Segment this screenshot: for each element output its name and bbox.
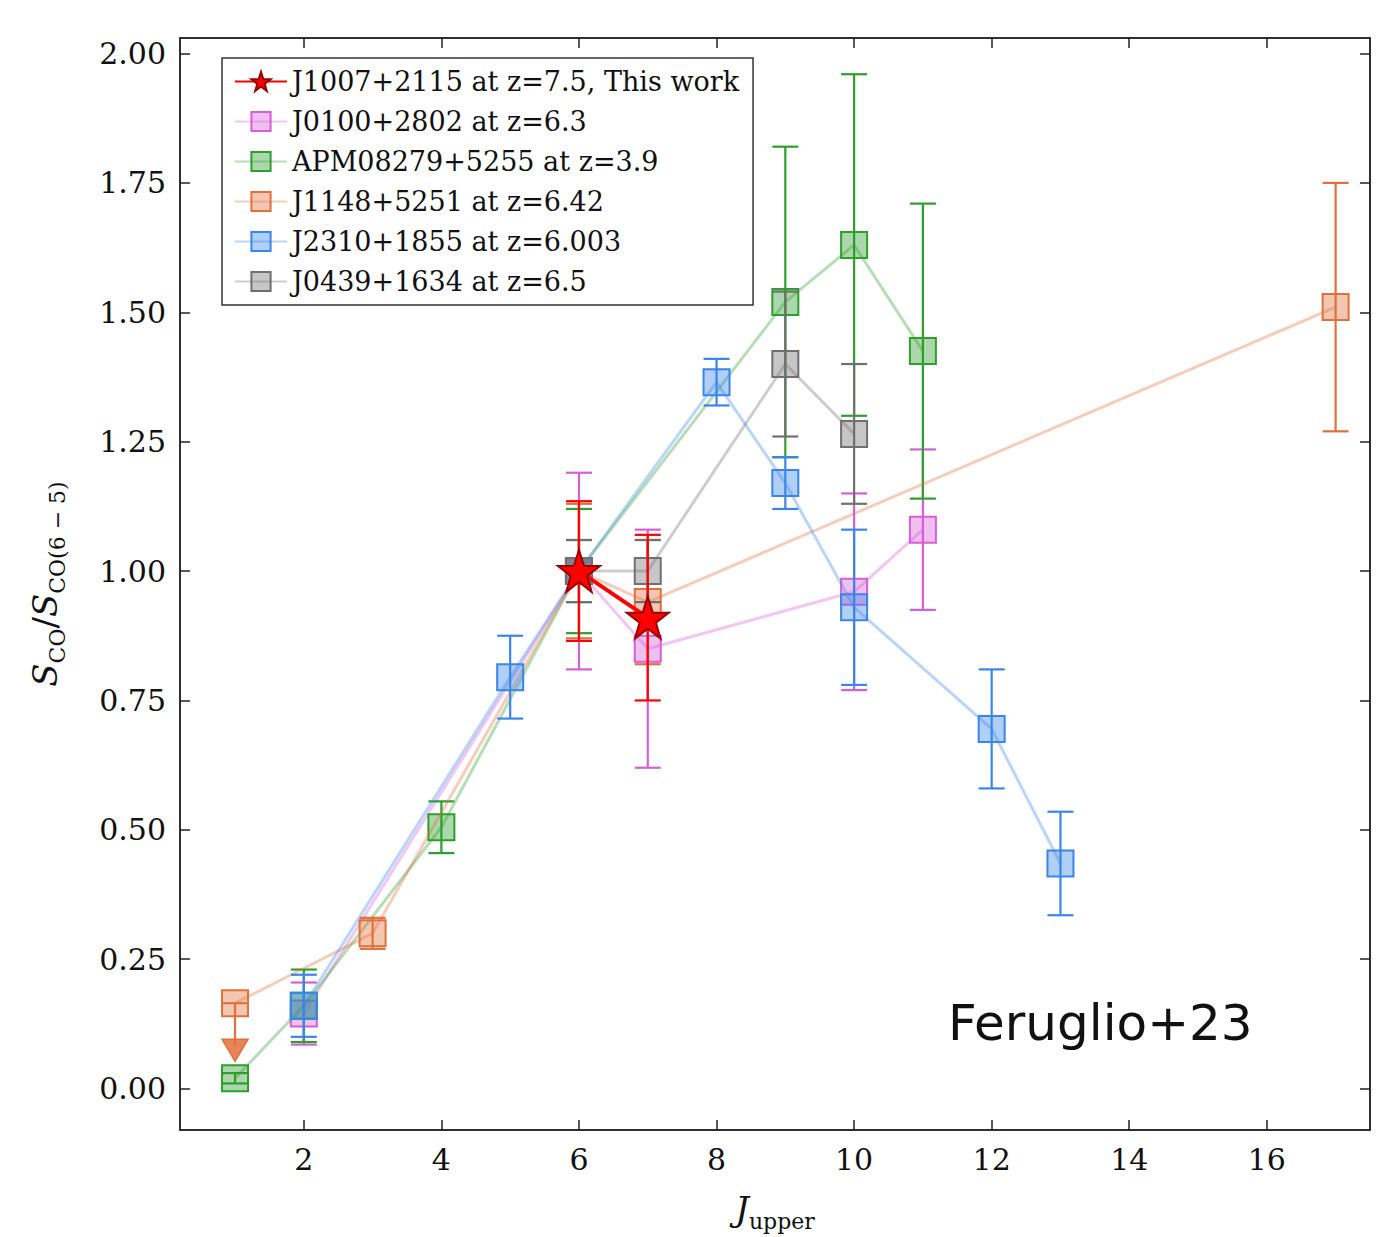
- svg-text:0.75: 0.75: [99, 683, 166, 718]
- svg-text:0.00: 0.00: [99, 1071, 166, 1106]
- svg-text:2.00: 2.00: [99, 36, 166, 71]
- svg-text:J: J: [735, 1189, 749, 1229]
- svg-text:/: /: [25, 617, 65, 629]
- svg-text:upper: upper: [749, 1209, 815, 1234]
- svg-text:CO(6 − 5): CO(6 − 5): [45, 481, 70, 593]
- svg-text:J2310+1855 at z=6.003: J2310+1855 at z=6.003: [289, 226, 621, 257]
- svg-text:0.25: 0.25: [99, 942, 166, 977]
- svg-text:16: 16: [1248, 1142, 1286, 1177]
- svg-text:6: 6: [569, 1142, 588, 1177]
- svg-text:S: S: [25, 594, 65, 617]
- svg-text:10: 10: [835, 1142, 873, 1177]
- svg-text:1.25: 1.25: [99, 424, 166, 459]
- svg-text:CO: CO: [45, 629, 70, 664]
- svg-text:4: 4: [432, 1142, 451, 1177]
- svg-text:8: 8: [707, 1142, 726, 1177]
- svg-text:2: 2: [294, 1142, 313, 1177]
- svg-text:J1007+2115 at z=7.5, This work: J1007+2115 at z=7.5, This work: [289, 66, 740, 97]
- svg-text:14: 14: [1110, 1142, 1148, 1177]
- svg-text:J1148+5251 at z=6.42: J1148+5251 at z=6.42: [289, 186, 604, 217]
- svg-text:1.00: 1.00: [99, 554, 166, 589]
- svg-text:1.50: 1.50: [99, 295, 166, 330]
- svg-text:Feruglio+23: Feruglio+23: [948, 994, 1253, 1052]
- svg-text:J0439+1634 at z=6.5: J0439+1634 at z=6.5: [289, 266, 587, 297]
- svg-text:S: S: [25, 663, 65, 686]
- svg-text:0.50: 0.50: [99, 812, 166, 847]
- svg-text:J0100+2802 at z=6.3: J0100+2802 at z=6.3: [289, 106, 587, 137]
- svg-text:1.75: 1.75: [99, 165, 166, 200]
- svg-text:12: 12: [973, 1142, 1011, 1177]
- svg-text:APM08279+5255 at z=3.9: APM08279+5255 at z=3.9: [291, 146, 658, 177]
